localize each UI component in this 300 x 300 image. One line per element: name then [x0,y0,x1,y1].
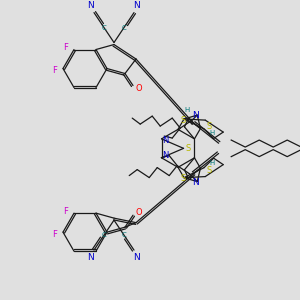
Text: N: N [134,253,140,262]
Text: N: N [88,253,94,262]
Text: C: C [102,25,106,31]
Text: F: F [52,230,57,239]
Text: F: F [64,43,68,52]
Text: S: S [206,122,211,130]
Text: O: O [136,84,142,93]
Text: S: S [181,116,186,125]
Text: H: H [184,107,190,113]
Text: F: F [64,207,68,216]
Text: S: S [206,166,211,175]
Text: N: N [88,1,94,10]
Text: N: N [162,151,169,160]
Text: C: C [122,25,126,31]
Text: N: N [134,1,140,10]
Text: N: N [162,136,169,146]
Text: F: F [52,66,57,75]
Text: C: C [122,232,126,238]
Text: S: S [181,174,186,183]
Text: N: N [192,178,199,187]
Text: H: H [209,160,215,166]
Text: N: N [192,111,199,120]
Text: C: C [102,232,106,238]
Text: O: O [136,208,142,217]
Text: S: S [186,144,191,153]
Text: H: H [209,130,215,136]
